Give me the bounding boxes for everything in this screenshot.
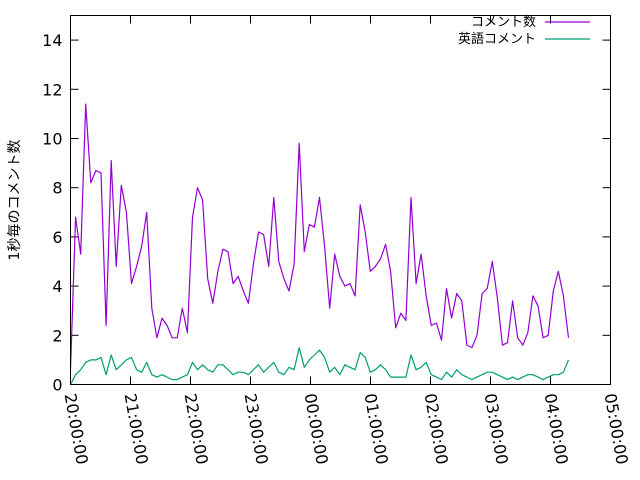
x-tick-label: 20:00:00 (61, 392, 92, 466)
x-tick-label: 22:00:00 (181, 392, 212, 466)
x-tick-label: 01:00:00 (361, 392, 392, 466)
series-line-2 (69, 347, 570, 385)
x-tick-label: 00:00:00 (301, 392, 332, 466)
plot-frame (70, 15, 611, 385)
y-tick-label: 4 (52, 277, 62, 296)
x-tick-label: 21:00:00 (121, 392, 152, 466)
y-tick-label: 12 (42, 80, 62, 99)
y-tick-label: 2 (52, 326, 62, 345)
legend-label: 英語コメント (458, 31, 536, 47)
x-axis-ticks: 20:00:00 21:00:00 22:00:00 23:00:00 00:00:00… (61, 15, 632, 466)
y-axis-ticks: 0 2 4 6 8 10 12 14 (42, 31, 611, 395)
legend-label: コメント数 (471, 15, 536, 30)
x-tick-label: 02:00:00 (421, 392, 452, 466)
x-tick-label: 05:00:00 (601, 392, 632, 466)
y-tick-label: 14 (42, 31, 62, 50)
y-tick-label: 10 (42, 130, 62, 149)
y-axis-label: 1秒毎のコメント数 (7, 140, 23, 261)
y-tick-label: 8 (52, 179, 62, 198)
x-tick-label: 04:00:00 (541, 392, 572, 466)
x-tick-label: 03:00:00 (481, 392, 512, 466)
y-tick-label: 6 (52, 228, 62, 247)
y-tick-label: 0 (52, 376, 62, 395)
series-line-1 (69, 103, 570, 370)
x-tick-label: 23:00:00 (241, 392, 272, 466)
series-layer (69, 103, 570, 385)
